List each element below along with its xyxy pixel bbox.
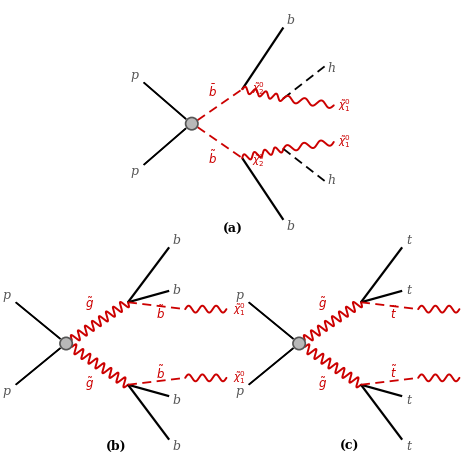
Circle shape: [293, 337, 305, 350]
Text: $\tilde{\chi}^{0}_{1}$: $\tilde{\chi}^{0}_{1}$: [233, 370, 246, 386]
Text: $\tilde{g}$: $\tilde{g}$: [84, 296, 94, 313]
Text: p: p: [3, 289, 11, 302]
Text: p: p: [130, 165, 138, 178]
Text: h: h: [328, 62, 336, 75]
Text: $\bar{b}$: $\bar{b}$: [208, 83, 217, 100]
Text: (a): (a): [223, 223, 243, 236]
Text: $\tilde{g}$: $\tilde{g}$: [317, 376, 327, 393]
Text: $\tilde{g}$: $\tilde{g}$: [84, 376, 94, 393]
Text: (c): (c): [340, 441, 359, 453]
Text: (b): (b): [106, 441, 127, 453]
Text: t: t: [406, 234, 411, 247]
Text: p: p: [236, 385, 244, 398]
Text: p: p: [236, 289, 244, 302]
Text: $\tilde{\chi}^{0}_{1}$: $\tilde{\chi}^{0}_{1}$: [338, 134, 350, 150]
Circle shape: [185, 117, 198, 130]
Text: b: b: [172, 234, 180, 247]
Text: $\tilde{\chi}^{0}_{2}$: $\tilde{\chi}^{0}_{2}$: [252, 80, 265, 97]
Text: b: b: [172, 284, 180, 297]
Text: t: t: [406, 394, 411, 407]
Text: $\tilde{\chi}^{0}_{1}$: $\tilde{\chi}^{0}_{1}$: [233, 301, 246, 317]
Text: $\tilde{b}$: $\tilde{b}$: [208, 149, 217, 167]
Text: b: b: [286, 14, 294, 27]
Circle shape: [60, 337, 72, 350]
Text: p: p: [3, 385, 11, 398]
Text: $\tilde{\chi}^{0}_{1}$: $\tilde{\chi}^{0}_{1}$: [338, 97, 350, 114]
Text: t: t: [406, 284, 411, 297]
Text: $\tilde{t}$: $\tilde{t}$: [390, 365, 397, 382]
Text: b: b: [172, 394, 180, 407]
Text: h: h: [328, 174, 336, 187]
Text: p: p: [130, 69, 138, 82]
Text: b: b: [286, 220, 294, 233]
Text: $\tilde{g}$: $\tilde{g}$: [317, 296, 327, 313]
Text: b: b: [172, 440, 180, 453]
Text: $\tilde{b}$: $\tilde{b}$: [156, 305, 164, 322]
Text: $\tilde{b}$: $\tilde{b}$: [156, 365, 164, 382]
Text: $\tilde{\chi}^{0}_{2}$: $\tilde{\chi}^{0}_{2}$: [252, 152, 265, 169]
Text: t: t: [406, 440, 411, 453]
Text: $\tilde{t}$: $\tilde{t}$: [390, 305, 397, 322]
